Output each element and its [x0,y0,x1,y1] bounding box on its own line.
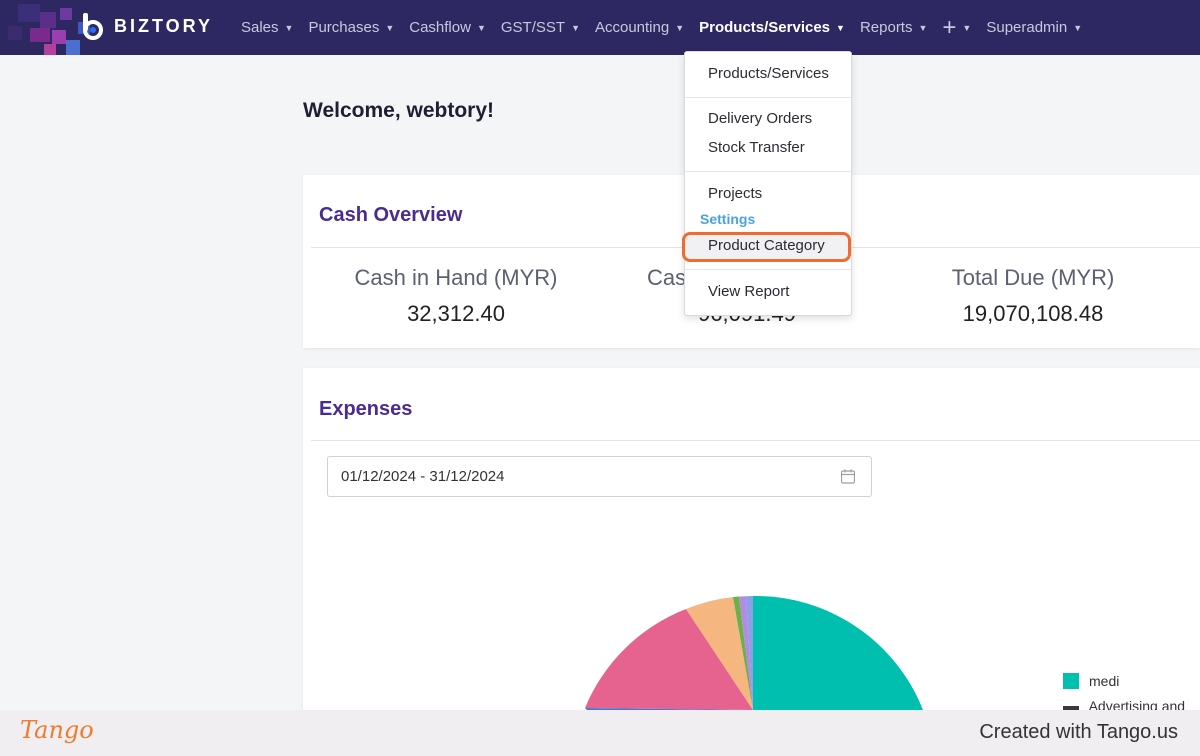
caret-down-icon: ▼ [385,22,395,33]
nav-superadmin[interactable]: Superadmin ▼ [986,19,1082,36]
menu-item-projects[interactable]: Projects [708,185,763,202]
caret-down-icon: ▼ [675,22,685,33]
pie-slice-purple [739,596,753,710]
nav-accounting[interactable]: Accounting ▼ [595,19,684,36]
legend-label: medi [1089,673,1120,689]
stat-value: 19,070,108.48 [962,301,1104,326]
menu-item-stock-transfer[interactable]: Stock Transfer [708,139,805,156]
nav-quick-add[interactable]: + ▼ [942,13,972,41]
menu-item-product-category[interactable]: Product Category [708,237,825,254]
nav-accounting-label: Accounting [594,19,670,36]
expenses-card: Expenses 01/12/2024 - 31/12/2024 [303,368,1200,730]
nav-reports-label: Reports [859,19,913,36]
pie-slice-lavender [746,596,753,710]
highlight-product-category [682,232,851,262]
menu-divider [685,171,851,172]
caret-down-icon: ▼ [1073,22,1083,33]
stat-label: Cas [647,265,687,290]
calendar-icon[interactable] [841,469,855,484]
date-range-value: 01/12/2024 - 31/12/2024 [341,468,505,485]
welcome-heading: Welcome, webtory! [303,99,494,122]
menu-item-products-services[interactable]: Products/Services [708,65,829,82]
biztory-logo-icon [80,12,106,40]
nav-reports[interactable]: Reports ▼ [860,19,927,36]
pie-slice-pink [585,609,753,710]
stat-label: Total Due (MYR) [951,265,1115,290]
expenses-title: Expenses [319,398,413,420]
nav-products-services[interactable]: Products/Services ▼ [699,19,845,36]
nav-cashflow-label: Cashflow [409,19,471,36]
pie-slice-orange [686,597,753,710]
products-services-dropdown: Products/Services Delivery Orders Stock … [682,51,852,316]
tango-footer: Tango Created with Tango.us [0,710,1200,756]
caret-down-icon: ▼ [836,22,845,33]
nav-gst-sst-label: GST/SST [500,19,566,36]
expenses-pie-chart [585,595,923,710]
legend-item[interactable]: medi [1063,673,1200,689]
pie-slice-green [733,596,753,710]
brand-logo[interactable]: BIZTORY [80,12,213,40]
menu-section-settings: Settings [700,211,756,227]
nav-cashflow[interactable]: Cashflow ▼ [409,19,486,36]
menu-divider [685,97,851,98]
menu-divider [685,269,851,270]
nav-purchases-label: Purchases [308,19,380,36]
nav-superadmin-label: Superadmin [986,19,1068,36]
tango-logo: Tango [20,716,94,744]
pie-slice-medi [753,595,923,710]
stat-cash-in-hand: Cash in Hand (MYR) 32,312.40 [306,265,606,327]
caret-down-icon: ▼ [284,22,294,33]
top-navbar: BIZTORY Sales ▼ Purchases ▼ Cashflow ▼ GST/… [0,0,1200,55]
caret-down-icon: ▼ [918,22,928,33]
menu-item-view-report[interactable]: View Report [708,283,790,300]
caret-down-icon: ▼ [571,22,580,33]
menu-item-delivery-orders[interactable]: Delivery Orders [708,110,813,127]
main-content: Welcome, webtory! Cash Overview Cash in … [0,55,1200,730]
nav-purchases[interactable]: Purchases ▼ [308,19,394,36]
legend-swatch [1063,673,1079,689]
divider [311,440,1200,441]
nav-sales-label: Sales [241,19,279,36]
brand-name: BIZTORY [114,15,214,36]
nav-gst-sst[interactable]: GST/SST ▼ [501,19,580,36]
nav-sales[interactable]: Sales ▼ [241,19,293,36]
caret-down-icon: ▼ [962,22,972,33]
date-range-input[interactable]: 01/12/2024 - 31/12/2024 [327,456,872,497]
cash-overview-title: Cash Overview [319,204,463,226]
stat-total-due: Total Due (MYR) 19,070,108.48 [883,265,1183,327]
main-menu: Sales ▼ Purchases ▼ Cashflow ▼ GST/SST ▼ Acc… [241,0,1097,55]
stat-value: 32,312.40 [407,301,505,326]
caret-down-icon: ▼ [476,22,486,33]
plus-icon: + [942,13,957,41]
stat-label: Cash in Hand (MYR) [354,265,558,290]
nav-products-services-label: Products/Services [699,19,831,36]
tango-credit: Created with Tango.us [979,721,1178,743]
